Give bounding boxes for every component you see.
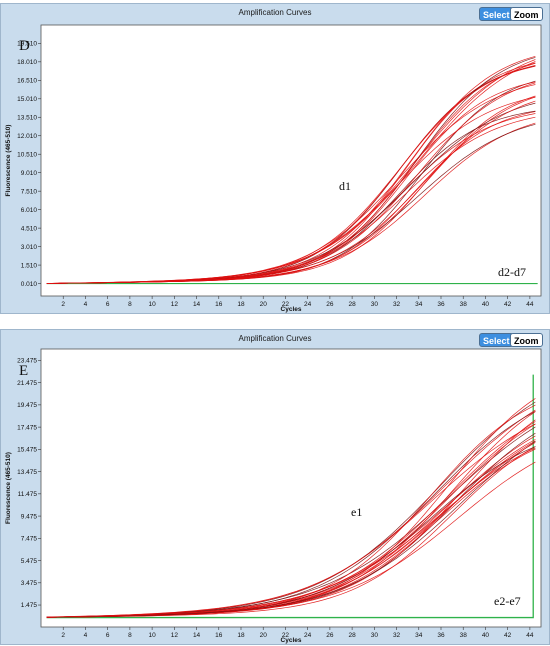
x-tick-label: 18 [237,301,245,308]
x-tick-label: 8 [128,301,132,308]
x-tick-label: 26 [326,301,334,308]
x-tick-label: 22 [282,301,290,308]
x-tick-label: 30 [371,301,379,308]
x-tick-label: 10 [148,301,156,308]
positive-curve-group [46,398,536,618]
y-tick-label: 6.010 [21,207,38,214]
plot-area [40,24,542,297]
x-tick-label: 14 [193,301,201,308]
x-tick-label: 24 [304,301,312,308]
x-tick-label: 12 [171,632,179,639]
y-tick-label: 11.475 [18,491,38,498]
x-tick-label: 10 [148,632,156,639]
y-tick-label: 1.475 [21,602,38,609]
positive-curve-group [46,55,536,284]
y-tick-label: 7.475 [21,536,38,543]
zoom-button[interactable]: Zoom [510,7,543,21]
panel-title: Amplification Curves [238,334,312,343]
x-tick-label: 28 [348,632,356,639]
panel-letter: D [19,38,30,54]
x-tick-label: 2 [61,301,65,308]
y-tick-label: 1.510 [21,262,38,269]
negative-curve [46,374,534,619]
x-tick-label: 38 [460,632,468,639]
y-axis-title: Fluorescence (465-510) [5,125,12,197]
positive-curve [46,441,536,618]
y-tick-label: 10.510 [17,151,37,158]
chart-d: 0.010 1.510 3.010 4.510 6.010 7.510 9.010 10.51… [5,24,542,313]
y-tick-label: 18.010 [17,59,37,66]
negative-annotation: d2-d7 [498,265,526,279]
x-tick-label: 32 [393,632,401,639]
y-tick-label: 7.510 [21,188,38,195]
x-tick-label: 18 [237,632,245,639]
x-tick-label: 20 [260,301,268,308]
x-tick-label: 4 [84,632,88,639]
x-tick-label: 40 [482,632,490,639]
positive-curve [46,423,536,618]
x-axis-title: Cycles [281,306,302,313]
positive-annotation: e1 [351,505,362,519]
zoom-button[interactable]: Zoom [510,333,543,347]
x-tick-label: 40 [482,301,490,308]
y-tick-label: 9.475 [21,513,38,520]
y-axis-title: Fluorescence (465-510) [5,452,12,524]
x-tick-label: 14 [193,632,201,639]
x-tick-label: 38 [460,301,468,308]
panel-letter: E [19,363,28,379]
y-tick-label: 13.475 [17,469,37,476]
positive-curve [46,442,536,618]
amplification-panel-e: Amplification Curves Select Zoom 1.475 3.… [0,329,550,645]
positive-annotation: d1 [339,179,351,193]
x-tick-label: 34 [415,632,423,639]
x-tick-label: 6 [106,301,110,308]
x-tick-label: 22 [282,632,290,639]
x-tick-label: 16 [215,632,223,639]
x-tick-label: 8 [128,632,132,639]
amplification-panel-d: Amplification Curves Select Zoom 0.010 1.… [0,3,550,314]
y-tick-label: 23.475 [17,358,37,365]
y-tick-label: 21.475 [17,380,37,387]
y-tick-label: 19.475 [17,402,37,409]
y-tick-label: 0.010 [21,281,38,288]
panel-title: Amplification Curves [238,8,312,17]
y-tick-label: 3.010 [21,244,38,251]
x-tick-label: 12 [171,301,179,308]
x-tick-label: 44 [526,632,534,639]
x-tick-label: 6 [106,632,110,639]
x-tick-label: 32 [393,301,401,308]
chart-e: 1.475 3.475 5.475 7.475 9.475 11.475 13.475 15.… [5,348,542,644]
y-tick-label: 12.010 [17,133,37,140]
y-tick-label: 5.475 [21,558,38,565]
positive-curve [46,62,536,284]
plot-area [40,348,542,628]
x-tick-label: 42 [504,632,512,639]
x-tick-label: 36 [437,301,445,308]
y-tick-label: 16.510 [17,78,37,85]
x-tick-label: 42 [504,301,512,308]
y-tick-label: 3.475 [21,580,38,587]
x-axis-title: Cycles [281,637,302,644]
y-tick-label: 9.010 [21,170,38,177]
x-tick-label: 16 [215,301,223,308]
y-tick-label: 4.510 [21,225,38,232]
x-tick-label: 2 [61,632,65,639]
x-tick-label: 24 [304,632,312,639]
x-tick-label: 28 [348,301,356,308]
x-tick-label: 34 [415,301,423,308]
y-tick-label: 15.475 [17,447,37,454]
y-tick-label: 17.475 [17,424,37,431]
y-tick-label: 13.510 [17,114,37,121]
x-tick-label: 26 [326,632,334,639]
negative-annotation: e2-e7 [494,594,521,608]
x-tick-label: 20 [260,632,268,639]
x-tick-label: 44 [526,301,534,308]
y-tick-label: 15.010 [17,96,37,103]
y-tick-label: 19.510 [17,41,37,48]
x-tick-label: 30 [371,632,379,639]
x-tick-label: 4 [84,301,88,308]
x-tick-label: 36 [437,632,445,639]
